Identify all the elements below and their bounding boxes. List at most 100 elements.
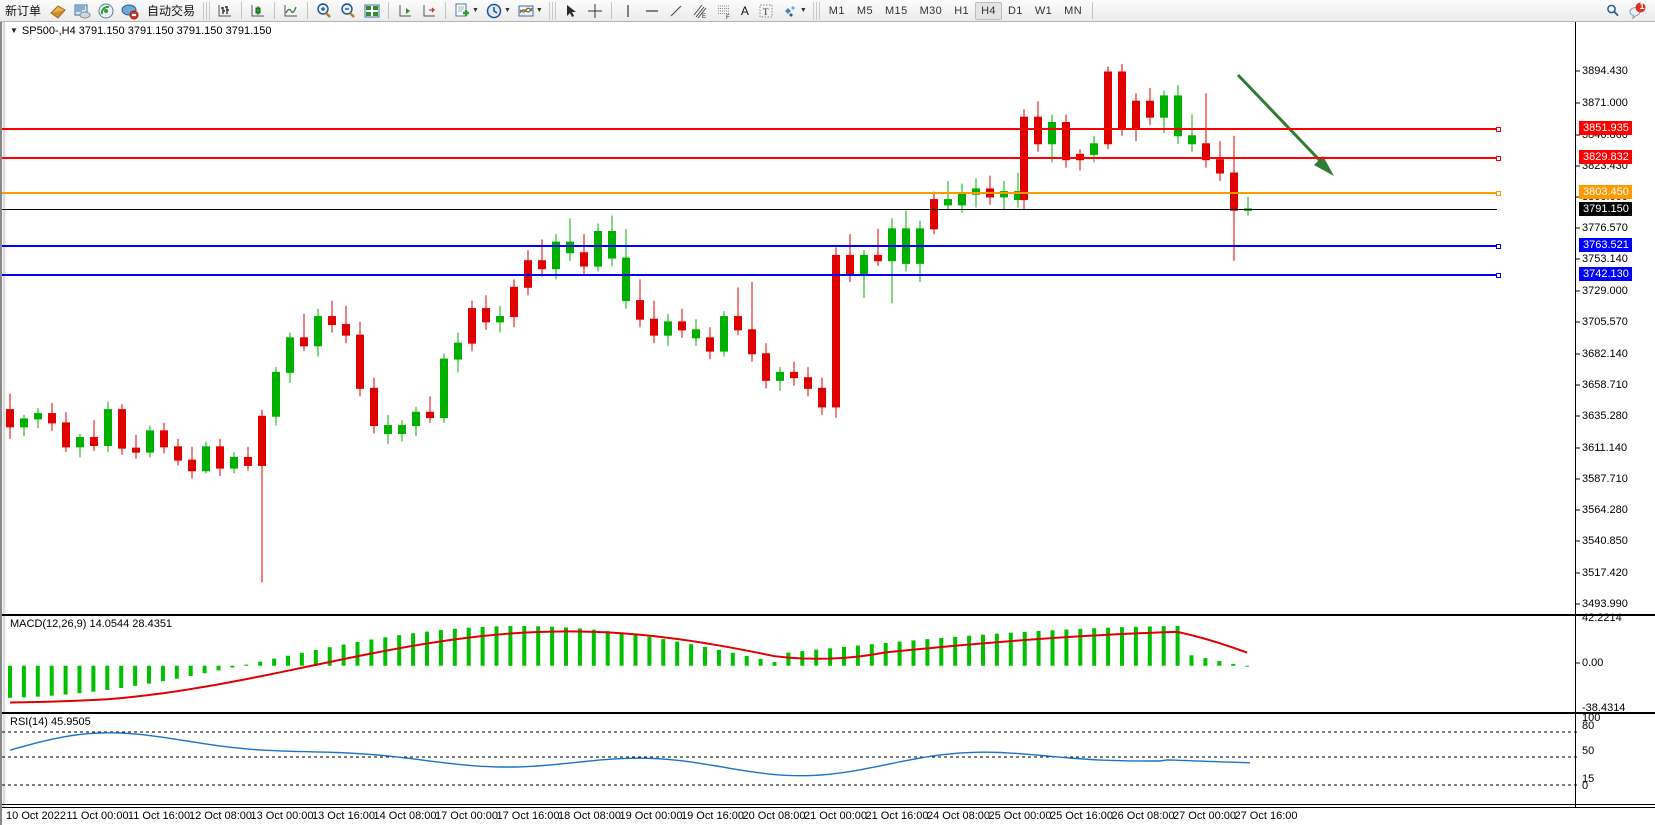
resistance-line-2[interactable] xyxy=(2,157,1497,159)
timeframe-button-h4[interactable]: H4 xyxy=(975,2,1002,20)
news-icon[interactable] xyxy=(70,1,94,21)
candlestick xyxy=(161,423,168,454)
chevron-down-icon[interactable]: ▼ xyxy=(504,7,511,14)
line-handle[interactable] xyxy=(1496,127,1501,132)
candlestick xyxy=(805,367,812,396)
line-chart-icon[interactable] xyxy=(279,1,303,21)
price-axis-label: 3776.570 xyxy=(1582,222,1628,234)
vertical-line-icon[interactable] xyxy=(616,1,640,21)
new-chart-icon[interactable]: ▼ xyxy=(450,1,482,21)
alerts-icon[interactable]: 1 xyxy=(1625,1,1649,21)
timeframe-button-m15[interactable]: M15 xyxy=(879,2,914,20)
candlestick xyxy=(497,306,504,333)
cursor-icon[interactable] xyxy=(559,1,583,21)
candlestick xyxy=(147,426,154,458)
price-axis-label: 3894.430 xyxy=(1582,65,1628,77)
trendline-icon[interactable] xyxy=(664,1,688,21)
book-icon[interactable] xyxy=(46,1,70,21)
timeframe-button-h1[interactable]: H1 xyxy=(948,2,975,20)
support-line-1[interactable] xyxy=(2,245,1497,247)
candlestick xyxy=(399,420,406,441)
candlestick xyxy=(1105,67,1112,149)
time-axis-label: 11 Oct 00:00 xyxy=(66,810,128,822)
resistance-line-1-tag[interactable]: 3851.935 xyxy=(1579,121,1632,135)
candlestick xyxy=(441,354,448,423)
bar-chart-icon[interactable] xyxy=(213,1,237,21)
price-axis-tick xyxy=(1576,510,1580,511)
current-price-line[interactable] xyxy=(2,209,1497,210)
svg-text:T: T xyxy=(763,7,769,17)
chart-shift-icon[interactable] xyxy=(393,1,417,21)
line-handle[interactable] xyxy=(1496,244,1501,249)
timeframe-button-m1[interactable]: M1 xyxy=(823,2,851,20)
chevron-down-icon[interactable]: ▼ xyxy=(536,7,543,14)
time-axis-label: 21 Oct 16:00 xyxy=(866,810,929,822)
signal-icon[interactable] xyxy=(94,1,118,21)
candlestick xyxy=(987,176,994,205)
auto-scroll-icon[interactable] xyxy=(417,1,441,21)
templates-icon[interactable]: ▼ xyxy=(514,1,546,21)
candlestick xyxy=(329,301,336,333)
candlestick xyxy=(1161,91,1168,134)
timeframe-button-d1[interactable]: D1 xyxy=(1002,2,1029,20)
new-order-button[interactable]: 新订单 xyxy=(0,1,46,21)
support-line-2[interactable] xyxy=(2,274,1497,276)
candlestick xyxy=(245,447,252,471)
autotrade-button[interactable]: 自动交易 xyxy=(142,1,200,21)
support-line-2-tag[interactable]: 3742.130 xyxy=(1579,267,1632,281)
candlestick xyxy=(651,301,658,344)
toolbar-grip-1[interactable] xyxy=(203,2,210,20)
text-label-icon[interactable]: T xyxy=(754,1,778,21)
toolbar-separator xyxy=(445,2,446,19)
time-axis-label: 26 Oct 08:00 xyxy=(1112,810,1175,822)
price-candlestick-plot xyxy=(2,22,1577,597)
toolbar-separator xyxy=(274,2,275,19)
zoom-in-icon[interactable] xyxy=(312,1,336,21)
time-axis[interactable]: 10 Oct 2022 11 Oct 00:00 11 Oct 16:00 12 Oc… xyxy=(2,807,1655,825)
horizontal-line-icon[interactable] xyxy=(640,1,664,21)
candlestick xyxy=(819,378,826,415)
zoom-out-icon[interactable] xyxy=(336,1,360,21)
crosshair-icon[interactable] xyxy=(583,1,607,21)
price-axis-label: 3517.420 xyxy=(1582,567,1628,579)
toolbar-grip-3[interactable] xyxy=(813,2,820,20)
equidistant-channel-icon[interactable]: E xyxy=(688,1,712,21)
chevron-down-icon[interactable]: ▼ xyxy=(800,7,807,14)
expert-advisor-icon[interactable] xyxy=(118,1,142,21)
toolbar-grip-2[interactable] xyxy=(549,2,556,20)
fibonacci-icon[interactable]: F xyxy=(712,1,736,21)
chevron-down-icon[interactable]: ▼ xyxy=(472,7,479,14)
price-axis-tick xyxy=(1576,102,1580,103)
objects-icon[interactable]: ▼ xyxy=(778,1,810,21)
price-axis-label: 3729.000 xyxy=(1582,285,1628,297)
candlestick xyxy=(931,192,938,235)
text-icon[interactable]: A xyxy=(736,1,754,21)
rsi-label: RSI(14) 45.9505 xyxy=(10,716,91,728)
candlestick xyxy=(273,367,280,425)
data-window-icon[interactable] xyxy=(360,1,384,21)
candlestick xyxy=(1217,141,1224,181)
timeframe-button-m5[interactable]: M5 xyxy=(851,2,879,20)
candlestick-chart-icon[interactable] xyxy=(246,1,270,21)
chart-area[interactable]: ▼ SP500-,H4 3791.150 3791.150 3791.150 37… xyxy=(0,22,1655,825)
timeframe-button-w1[interactable]: W1 xyxy=(1029,2,1058,20)
resistance-line-2-tag[interactable]: 3829.832 xyxy=(1579,150,1632,164)
candlestick xyxy=(1063,115,1070,168)
timeframe-button-mn[interactable]: MN xyxy=(1058,2,1088,20)
pivot-line[interactable] xyxy=(2,192,1497,194)
timeframe-button-m30[interactable]: M30 xyxy=(914,2,949,20)
candlestick xyxy=(1245,197,1252,216)
pivot-line-tag[interactable]: 3803.450 xyxy=(1579,185,1632,199)
price-axis[interactable]: 3894.4303871.0003846.8603823.4303800.000… xyxy=(1575,22,1655,825)
search-icon[interactable] xyxy=(1601,1,1625,21)
candlestick xyxy=(63,412,70,452)
line-handle[interactable] xyxy=(1496,273,1501,278)
current-price-line-tag[interactable]: 3791.150 xyxy=(1579,202,1632,216)
macd-scale-label: 0.00 xyxy=(1582,657,1603,669)
support-line-1-tag[interactable]: 3763.521 xyxy=(1579,238,1632,252)
line-handle[interactable] xyxy=(1496,191,1501,196)
period-icon[interactable]: ▼ xyxy=(482,1,514,21)
line-handle[interactable] xyxy=(1496,156,1501,161)
toolbar-separator xyxy=(241,2,242,19)
resistance-line-1[interactable] xyxy=(2,128,1497,130)
